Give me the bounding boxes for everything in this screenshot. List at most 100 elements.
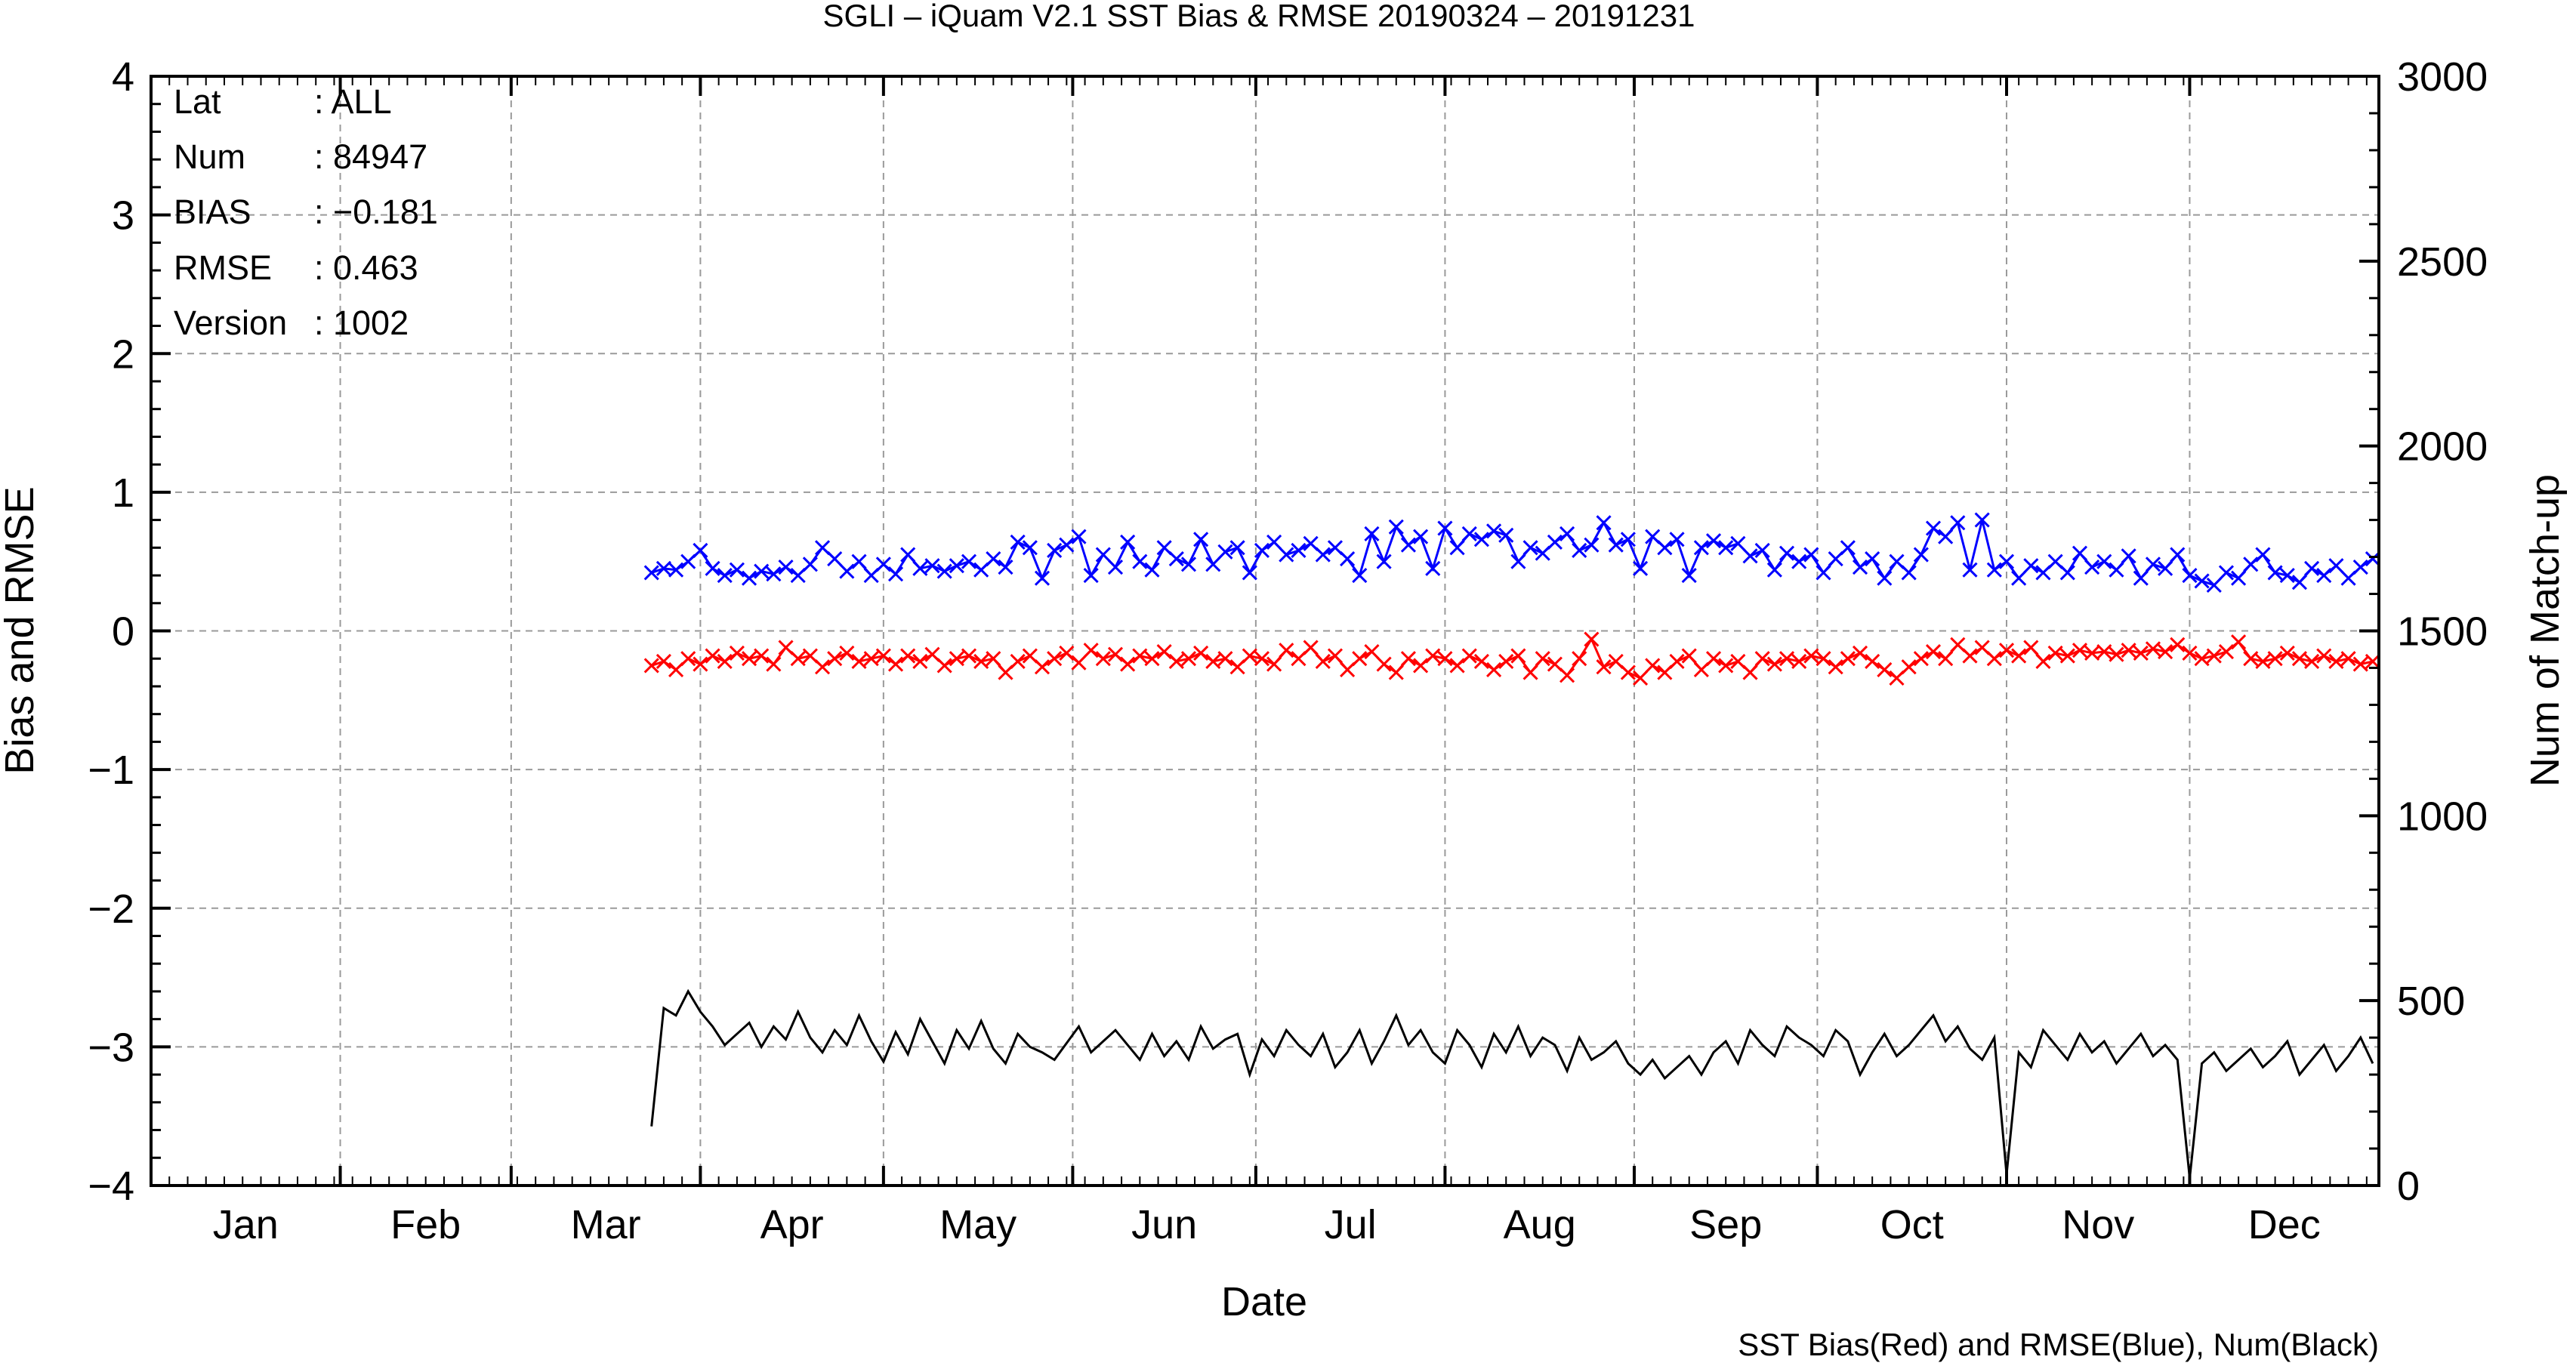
data-point-rmse bbox=[1877, 570, 1893, 586]
data-point-bias bbox=[1632, 670, 1649, 686]
data-point-bias bbox=[1388, 664, 1404, 680]
y-tick-label: 0 bbox=[112, 609, 134, 655]
data-point-rmse bbox=[1327, 540, 1344, 556]
data-point-bias bbox=[2316, 648, 2332, 664]
data-point-bias bbox=[1254, 651, 1270, 667]
data-point-rmse bbox=[2328, 558, 2344, 574]
data-point-bias bbox=[2194, 651, 2210, 667]
data-point-rmse bbox=[2304, 560, 2320, 576]
stats-label-lat: Lat bbox=[174, 82, 221, 121]
data-point-bias bbox=[1144, 651, 1160, 667]
data-point-rmse bbox=[1217, 544, 1233, 560]
data-point-bias bbox=[2072, 643, 2088, 658]
data-point-rmse bbox=[2170, 547, 2186, 563]
data-point-bias bbox=[1425, 648, 1441, 664]
data-point-bias bbox=[1510, 648, 1526, 664]
data-point-rmse bbox=[924, 558, 940, 574]
data-point-rmse bbox=[668, 562, 684, 578]
data-point-rmse bbox=[2072, 545, 2088, 561]
data-point-bias bbox=[1022, 648, 1038, 664]
data-point-rmse bbox=[1681, 567, 1697, 584]
data-point-rmse bbox=[1034, 570, 1050, 586]
data-point-bias bbox=[2206, 648, 2222, 664]
data-point-bias bbox=[2121, 643, 2136, 658]
y2-tick-label: 500 bbox=[2397, 979, 2465, 1024]
data-point-rmse bbox=[1547, 534, 1563, 550]
data-point-bias bbox=[1461, 648, 1477, 664]
data-point-rmse bbox=[1437, 520, 1453, 536]
data-point-rmse bbox=[2047, 553, 2063, 569]
data-point-bias bbox=[814, 659, 831, 675]
data-point-rmse bbox=[936, 563, 952, 579]
data-point-rmse bbox=[1572, 542, 1587, 559]
data-point-rmse bbox=[802, 557, 818, 572]
data-point-rmse bbox=[887, 566, 904, 582]
data-point-bias bbox=[1266, 656, 1282, 672]
data-point-rmse bbox=[1962, 562, 1978, 578]
data-point-rmse bbox=[2035, 565, 2051, 581]
data-point-rmse bbox=[1205, 557, 1221, 572]
data-point-rmse bbox=[2365, 550, 2380, 567]
data-point-bias bbox=[754, 648, 770, 664]
chart-footer: SST Bias(Red) and RMSE(Blue), Num(Black) bbox=[1738, 1327, 2379, 1362]
data-point-bias bbox=[1327, 648, 1344, 664]
data-point-bias bbox=[2340, 651, 2356, 667]
data-point-rmse bbox=[1559, 526, 1575, 542]
data-point-bias bbox=[1010, 653, 1026, 669]
stats-value-rmse: : 0.463 bbox=[314, 248, 418, 287]
y-tick-label: −3 bbox=[88, 1025, 134, 1070]
data-point-rmse bbox=[741, 570, 757, 586]
data-point-bias bbox=[2059, 648, 2075, 664]
data-point-bias bbox=[912, 653, 928, 669]
x-tick-label: Jun bbox=[1131, 1202, 1197, 1247]
data-point-bias bbox=[1107, 646, 1124, 662]
data-point-bias bbox=[1376, 656, 1392, 672]
data-point-rmse bbox=[1279, 547, 1294, 563]
data-point-rmse bbox=[1266, 534, 1282, 550]
data-point-rmse bbox=[1340, 550, 1356, 567]
data-point-rmse bbox=[961, 553, 977, 569]
series-line-num bbox=[650, 988, 2374, 1179]
data-point-rmse bbox=[1669, 532, 1685, 547]
data-point-rmse bbox=[1584, 537, 1600, 553]
data-point-bias bbox=[2243, 651, 2259, 667]
data-point-rmse bbox=[2279, 567, 2295, 584]
x-tick-label: Jul bbox=[1325, 1202, 1377, 1247]
x-tick-label: Jan bbox=[213, 1202, 279, 1247]
data-point-bias bbox=[1986, 651, 2002, 667]
y2-tick-label: 2000 bbox=[2397, 424, 2488, 470]
data-point-bias bbox=[1229, 659, 1245, 675]
data-point-rmse bbox=[729, 562, 745, 578]
data-point-rmse bbox=[1986, 562, 2002, 578]
data-point-bias bbox=[705, 648, 720, 664]
data-point-rmse bbox=[1608, 537, 1624, 553]
data-point-bias bbox=[1547, 656, 1563, 672]
y2-tick-label: 1500 bbox=[2397, 609, 2488, 655]
data-point-bias bbox=[1315, 653, 1331, 669]
data-point-rmse bbox=[1095, 547, 1111, 563]
data-point-bias bbox=[2267, 651, 2283, 667]
data-point-rmse bbox=[1254, 542, 1270, 559]
data-point-bias bbox=[875, 648, 891, 664]
data-point-rmse bbox=[1413, 529, 1429, 544]
data-point-bias bbox=[668, 661, 684, 677]
data-point-rmse bbox=[1168, 550, 1184, 567]
data-point-rmse bbox=[1449, 540, 1465, 556]
data-point-rmse bbox=[705, 560, 720, 576]
data-point-bias bbox=[1095, 651, 1111, 667]
data-point-bias bbox=[2084, 645, 2100, 661]
data-point-rmse bbox=[1522, 540, 1538, 556]
data-point-bias bbox=[2133, 645, 2149, 661]
data-point-rmse bbox=[2340, 570, 2356, 586]
data-point-rmse bbox=[656, 560, 671, 576]
grid-lines bbox=[151, 76, 2379, 1186]
data-point-rmse bbox=[1156, 540, 1172, 556]
data-point-rmse bbox=[2096, 553, 2112, 569]
y2-tick-label: 2500 bbox=[2397, 239, 2488, 285]
data-point-bias bbox=[961, 648, 977, 664]
y2-tick-label: 1000 bbox=[2397, 794, 2488, 839]
x-tick-label: Dec bbox=[2248, 1202, 2321, 1247]
data-point-rmse bbox=[2267, 565, 2283, 581]
data-point-rmse bbox=[1803, 547, 1819, 563]
data-point-rmse bbox=[1120, 534, 1136, 550]
